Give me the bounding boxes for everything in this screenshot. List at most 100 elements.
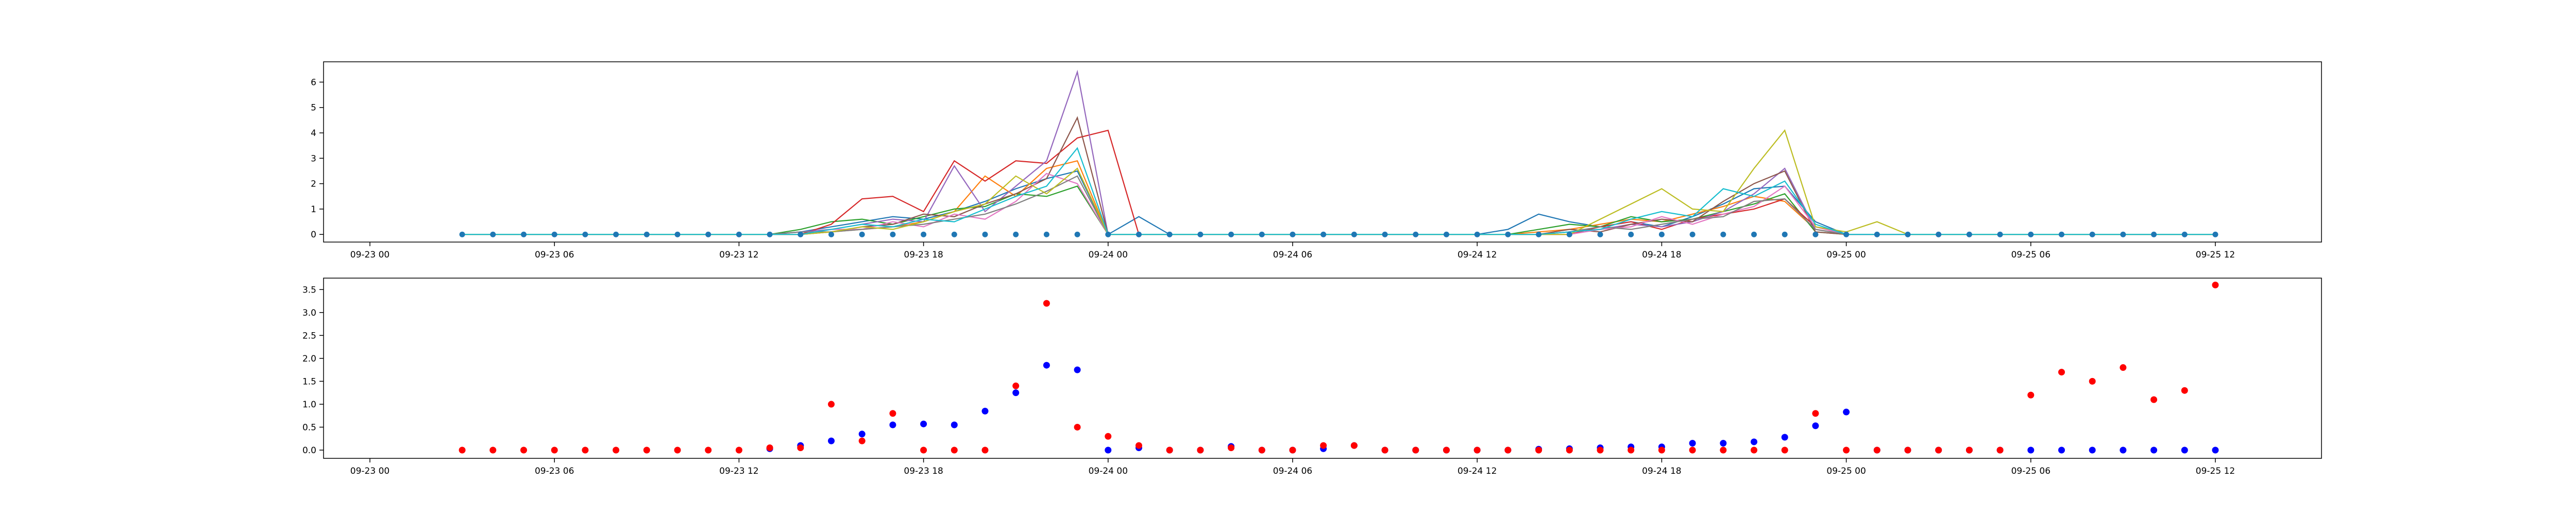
y-tick-label: 2 — [311, 179, 316, 190]
series-point — [705, 231, 711, 237]
series-point — [1689, 231, 1696, 237]
series-point — [1935, 447, 1942, 454]
series-point — [551, 231, 557, 237]
series-point — [2089, 377, 2096, 385]
series-point — [1013, 231, 1019, 237]
series-point — [1105, 433, 1112, 440]
series-point — [920, 420, 927, 427]
series-point — [859, 231, 865, 237]
series-point — [1136, 442, 1142, 449]
series-point — [1720, 440, 1727, 447]
x-tick-label: 09-23 12 — [719, 250, 758, 260]
series-point — [981, 447, 989, 454]
y-tick-label: 1.5 — [302, 376, 316, 387]
series-point — [767, 231, 773, 237]
series-point — [1628, 447, 1635, 454]
series-point — [1720, 447, 1727, 454]
series-point — [1566, 231, 1572, 237]
series-point — [2089, 231, 2095, 237]
chart-panel-bottom: 09-23 00 09-23 06 09-23 12 09-23 18 09-24 00… — [302, 278, 2322, 476]
series-point — [2212, 231, 2218, 237]
x-tick-label: 09-23 06 — [535, 250, 574, 260]
y-tick-label: 3.5 — [302, 285, 316, 295]
x-tick-label: 09-25 06 — [2011, 250, 2050, 260]
x-tick-label: 09-24 12 — [1458, 466, 1497, 476]
series-point — [2212, 447, 2219, 454]
series-point — [951, 421, 958, 428]
series-point — [981, 407, 989, 415]
series-point — [1043, 231, 1049, 237]
y-tick-label: 1.0 — [302, 400, 316, 410]
series-point — [674, 447, 681, 454]
series-point — [1074, 423, 1081, 431]
series-point — [2027, 447, 2035, 454]
series-point — [2058, 369, 2065, 376]
series-point — [643, 231, 650, 237]
series-point — [1843, 408, 1850, 416]
series-point — [1443, 447, 1450, 454]
series-point — [920, 447, 927, 454]
series-point — [1689, 440, 1696, 447]
series-point — [890, 231, 896, 237]
series-point — [1012, 382, 1020, 389]
series-point — [459, 447, 466, 454]
series-point — [2151, 231, 2157, 237]
x-tick-label: 09-25 12 — [2196, 466, 2235, 476]
series-point — [2120, 364, 2127, 371]
series-point — [582, 231, 588, 237]
series-point — [1074, 366, 1081, 373]
series-point — [858, 431, 866, 438]
series-point — [705, 447, 712, 454]
series-point — [735, 447, 742, 454]
axes-frame — [323, 61, 2322, 243]
series-point — [1628, 231, 1634, 237]
plot-area — [459, 70, 2218, 237]
y-tick-label: 6 — [311, 77, 316, 88]
series-point — [1350, 442, 1358, 449]
series-point — [1873, 447, 1880, 454]
x-tick-label: 09-23 12 — [719, 466, 758, 476]
series-point — [2150, 447, 2158, 454]
series-point — [951, 447, 958, 454]
y-tick-label: 1 — [311, 204, 316, 215]
y-tick-label: 0 — [311, 230, 316, 240]
series-point — [1782, 231, 1788, 237]
series-point — [1812, 422, 1819, 430]
series-point — [1812, 231, 1819, 237]
series-point — [490, 231, 496, 237]
series-point — [613, 447, 620, 454]
series-point — [2028, 231, 2034, 237]
series-point — [1474, 231, 1480, 237]
x-tick-label: 09-24 00 — [1089, 250, 1128, 260]
x-tick-label: 09-24 18 — [1642, 250, 1681, 260]
chart-panel-top: 09-23 00 09-23 06 09-23 12 09-23 18 09-24 00… — [311, 61, 2322, 260]
series-point — [2150, 396, 2158, 403]
series-point — [1043, 362, 1050, 369]
x-tick-label: 09-23 18 — [904, 250, 943, 260]
series-point — [1843, 231, 1850, 237]
series-point — [1320, 442, 1327, 449]
series-point — [889, 410, 896, 417]
series-point — [1965, 447, 1973, 454]
y-tick-label: 3 — [311, 153, 316, 164]
series-point — [1012, 389, 1020, 397]
series-point — [1413, 231, 1419, 237]
y-tick-label: 2.0 — [302, 354, 316, 364]
x-tick-label: 09-23 06 — [535, 466, 574, 476]
series-point — [1997, 231, 2003, 237]
series-point — [1320, 231, 1327, 237]
series-point — [489, 447, 497, 454]
series-point — [1535, 447, 1543, 454]
x-tick-label: 09-24 18 — [1642, 466, 1681, 476]
series-line — [462, 147, 2215, 235]
series-point — [1166, 231, 1173, 237]
series-point — [1197, 447, 1204, 454]
series-point — [766, 444, 773, 452]
x-tick-label: 09-25 06 — [2011, 466, 2050, 476]
series-point — [1689, 447, 1696, 454]
series-point — [1381, 447, 1388, 454]
series-point — [520, 447, 527, 454]
series-point — [2058, 447, 2065, 454]
series-point — [1597, 231, 1603, 237]
